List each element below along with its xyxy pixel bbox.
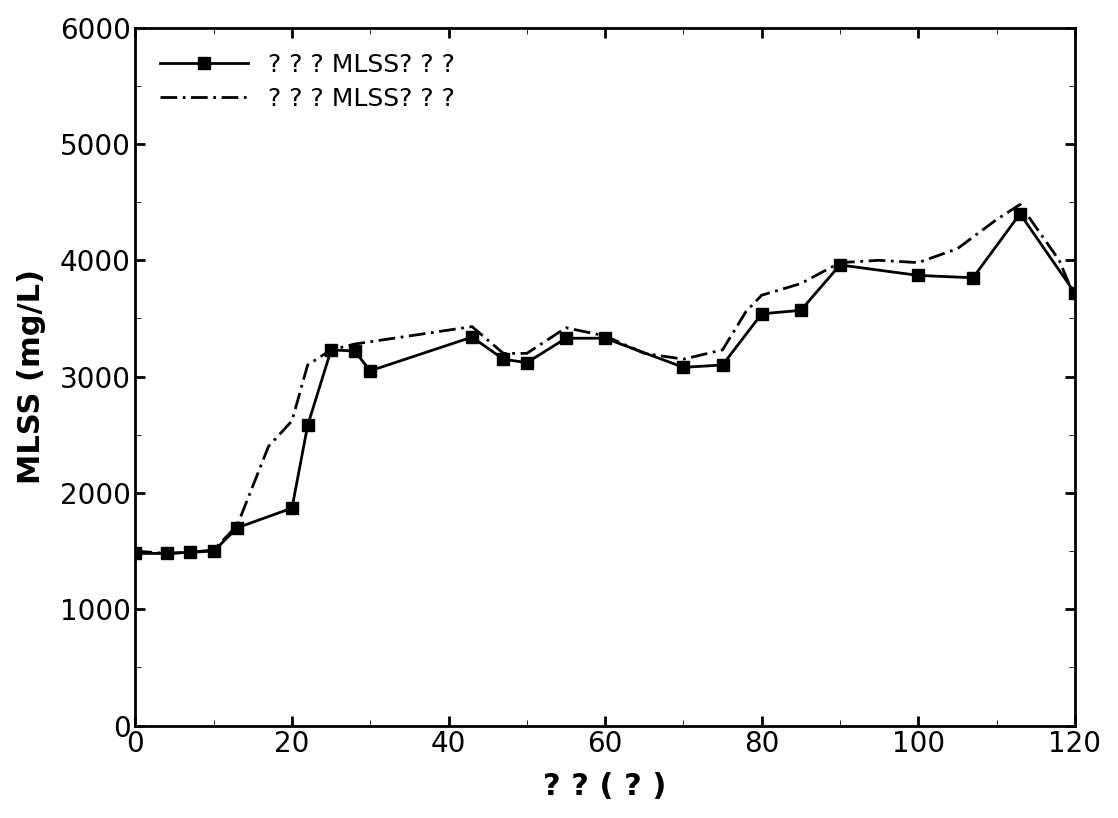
? ? ? MLSS? ? ? <box>1052 255 1065 265</box>
? ? ? MLSS? ? ? <box>520 357 533 367</box>
? ? ? MLSS? ? ? <box>129 549 142 559</box>
? ? ? MLSS? ? ? <box>230 523 244 533</box>
? ? ? MLSS? ? ? <box>520 348 533 358</box>
? ? ? MLSS? ? ? <box>1068 293 1081 303</box>
? ? ? MLSS? ? ? <box>966 273 979 283</box>
? ? ? MLSS? ? ? <box>324 345 338 355</box>
? ? ? MLSS? ? ? <box>160 549 173 559</box>
? ? ? MLSS? ? ? <box>301 420 314 430</box>
? ? ? MLSS? ? ? <box>301 360 314 370</box>
? ? ? MLSS? ? ? <box>739 307 752 317</box>
? ? ? MLSS? ? ? <box>183 547 197 557</box>
? ? ? MLSS? ? ? <box>598 331 612 341</box>
? ? ? MLSS? ? ? <box>183 547 197 557</box>
? ? ? MLSS? ? ? <box>989 214 1003 224</box>
? ? ? MLSS? ? ? <box>324 345 338 355</box>
? ? ? MLSS? ? ? <box>755 290 768 300</box>
? ? ? MLSS? ? ? <box>1068 288 1081 298</box>
? ? ? MLSS? ? ? <box>794 279 807 289</box>
? ? ? MLSS? ? ? <box>716 345 729 355</box>
? ? ? MLSS? ? ? <box>598 333 612 343</box>
? ? ? MLSS? ? ? <box>794 305 807 315</box>
? ? ? MLSS? ? ? <box>465 321 479 331</box>
? ? ? MLSS? ? ? <box>348 339 361 349</box>
Line: ? ? ? MLSS? ? ?: ? ? ? MLSS? ? ? <box>130 208 1081 560</box>
? ? ? MLSS? ? ? <box>285 503 299 513</box>
? ? ? MLSS? ? ? <box>1013 200 1026 209</box>
? ? ? MLSS? ? ? <box>676 362 690 372</box>
Legend: ? ? ? MLSS? ? ?, ? ? ? MLSS? ? ?: ? ? ? MLSS? ? ?, ? ? ? MLSS? ? ? <box>148 40 467 124</box>
? ? ? MLSS? ? ? <box>207 546 220 556</box>
? ? ? MLSS? ? ? <box>676 354 690 364</box>
? ? ? MLSS? ? ? <box>716 360 729 370</box>
? ? ? MLSS? ? ? <box>559 333 572 343</box>
Line: ? ? ? MLSS? ? ?: ? ? ? MLSS? ? ? <box>135 204 1074 554</box>
? ? ? MLSS? ? ? <box>559 323 572 333</box>
? ? ? MLSS? ? ? <box>1013 209 1026 218</box>
? ? ? MLSS? ? ? <box>911 258 925 267</box>
? ? ? MLSS? ? ? <box>755 309 768 319</box>
? ? ? MLSS? ? ? <box>496 354 510 364</box>
? ? ? MLSS? ? ? <box>160 549 173 559</box>
? ? ? MLSS? ? ? <box>872 255 885 265</box>
? ? ? MLSS? ? ? <box>129 546 142 556</box>
? ? ? MLSS? ? ? <box>833 258 846 267</box>
? ? ? MLSS? ? ? <box>262 442 275 452</box>
? ? ? MLSS? ? ? <box>348 346 361 356</box>
Y-axis label: MLSS (mg/L): MLSS (mg/L) <box>17 269 46 484</box>
? ? ? MLSS? ? ? <box>207 545 220 555</box>
? ? ? MLSS? ? ? <box>496 348 510 358</box>
? ? ? MLSS? ? ? <box>465 332 479 342</box>
? ? ? MLSS? ? ? <box>950 244 964 254</box>
? ? ? MLSS? ? ? <box>911 271 925 281</box>
? ? ? MLSS? ? ? <box>426 327 439 337</box>
? ? ? MLSS? ? ? <box>833 260 846 270</box>
? ? ? MLSS? ? ? <box>230 520 244 530</box>
? ? ? MLSS? ? ? <box>363 366 377 375</box>
? ? ? MLSS? ? ? <box>637 348 651 358</box>
X-axis label: ? ? ( ? ): ? ? ( ? ) <box>543 772 666 802</box>
? ? ? MLSS? ? ? <box>285 416 299 425</box>
